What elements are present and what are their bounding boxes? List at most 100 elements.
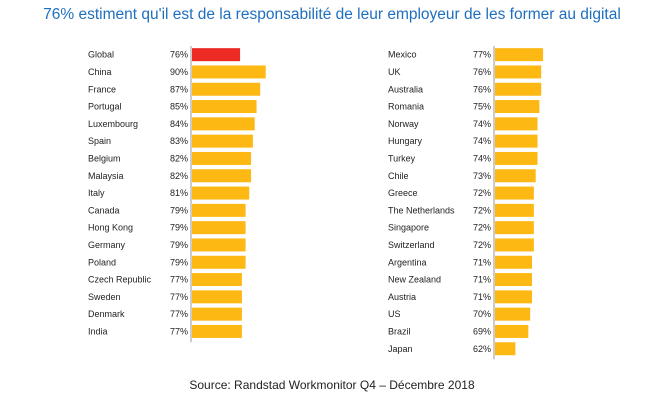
category-label: Malaysia <box>88 171 124 181</box>
bar <box>192 134 253 148</box>
category-label: China <box>88 67 112 77</box>
bar <box>192 48 241 62</box>
category-label: Hungary <box>388 136 423 146</box>
category-label: Hong Kong <box>88 223 133 233</box>
bar <box>495 65 542 79</box>
value-label: 76% <box>473 84 491 94</box>
value-label: 77% <box>170 326 188 336</box>
bar <box>495 221 534 235</box>
category-label: Germany <box>88 240 126 250</box>
bar <box>495 307 531 321</box>
bar <box>495 238 534 252</box>
category-label: Singapore <box>388 223 429 233</box>
category-label: Greece <box>388 188 418 198</box>
category-label: Sweden <box>88 292 121 302</box>
category-label: The Netherlands <box>388 205 455 215</box>
category-label: Romania <box>388 102 424 112</box>
value-label: 71% <box>473 292 491 302</box>
value-label: 76% <box>170 50 188 60</box>
source-note: Source: Randstad Workmonitor Q4 – Décemb… <box>189 378 475 392</box>
value-label: 69% <box>473 326 491 336</box>
bar <box>495 324 529 338</box>
value-label: 75% <box>473 102 491 112</box>
category-label: Italy <box>88 188 105 198</box>
category-label: Poland <box>88 257 116 267</box>
bar <box>495 342 516 356</box>
value-label: 85% <box>170 102 188 112</box>
value-label: 83% <box>170 136 188 146</box>
value-label: 74% <box>473 119 491 129</box>
category-label: France <box>88 84 116 94</box>
category-label: Austria <box>388 292 416 302</box>
bar <box>192 273 242 287</box>
bar <box>192 100 257 114</box>
value-label: 79% <box>170 223 188 233</box>
value-label: 71% <box>473 257 491 267</box>
category-label: Belgium <box>88 153 121 163</box>
value-label: 82% <box>170 171 188 181</box>
value-label: 90% <box>170 67 188 77</box>
category-label: Australia <box>388 84 423 94</box>
bar <box>192 221 246 235</box>
value-label: 72% <box>473 188 491 198</box>
category-label: Japan <box>388 344 413 354</box>
value-label: 72% <box>473 240 491 250</box>
category-label: Brazil <box>388 326 411 336</box>
bar <box>495 290 532 304</box>
bar <box>192 203 246 217</box>
value-label: 71% <box>473 275 491 285</box>
bar <box>192 151 252 165</box>
bar <box>495 134 538 148</box>
value-label: 73% <box>473 171 491 181</box>
value-label: 87% <box>170 84 188 94</box>
category-label: Mexico <box>388 50 417 60</box>
category-label: Chile <box>388 171 409 181</box>
bar <box>495 48 544 62</box>
category-label: Czech Republic <box>88 275 152 285</box>
bar <box>495 100 540 114</box>
bar <box>192 238 246 252</box>
category-label: Turkey <box>388 153 416 163</box>
value-label: 77% <box>170 292 188 302</box>
bar <box>192 255 246 269</box>
value-label: 79% <box>170 205 188 215</box>
category-label: US <box>388 309 401 319</box>
bar <box>192 186 250 200</box>
category-label: Global <box>88 50 114 60</box>
category-label: Portugal <box>88 102 122 112</box>
bar <box>192 307 242 321</box>
bar <box>495 117 538 131</box>
bar <box>495 186 534 200</box>
value-label: 62% <box>473 344 491 354</box>
bar <box>192 290 242 304</box>
value-label: 70% <box>473 309 491 319</box>
bar <box>192 117 255 131</box>
value-label: 82% <box>170 153 188 163</box>
category-label: Norway <box>388 119 419 129</box>
value-label: 77% <box>170 275 188 285</box>
bar <box>495 169 536 183</box>
category-label: Luxembourg <box>88 119 138 129</box>
value-label: 72% <box>473 205 491 215</box>
bar <box>495 203 534 217</box>
value-label: 77% <box>170 309 188 319</box>
bar <box>495 273 532 287</box>
category-label: India <box>88 326 108 336</box>
bar <box>495 82 542 96</box>
value-label: 74% <box>473 153 491 163</box>
value-label: 79% <box>170 257 188 267</box>
category-label: New Zealand <box>388 275 441 285</box>
bar <box>192 82 261 96</box>
bar <box>495 151 538 165</box>
value-label: 81% <box>170 188 188 198</box>
category-label: Denmark <box>88 309 125 319</box>
bar <box>192 324 242 338</box>
category-label: Spain <box>88 136 111 146</box>
category-label: Argentina <box>388 257 427 267</box>
bar <box>495 255 532 269</box>
category-label: Switzerland <box>388 240 435 250</box>
value-label: 79% <box>170 240 188 250</box>
category-label: UK <box>388 67 401 77</box>
bar <box>192 65 266 79</box>
